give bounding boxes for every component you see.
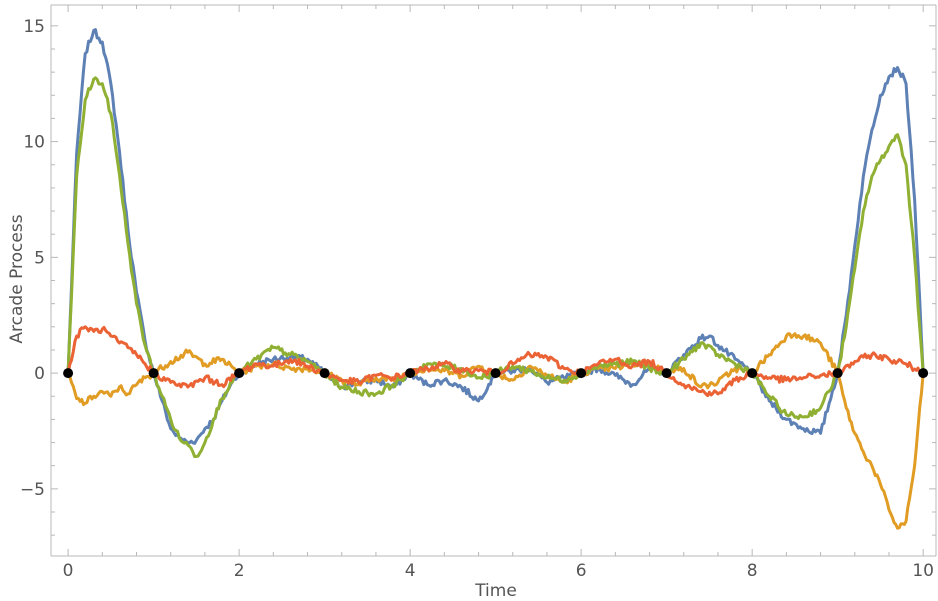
knot-point [576, 368, 587, 379]
x-tick-label: 2 [234, 561, 245, 581]
y-tick-label: 0 [34, 364, 45, 384]
axis-tick-labels: 0 2 4 6 8 10 −5 0 5 10 15 [20, 17, 934, 581]
knot-point [234, 368, 245, 379]
knot-point [661, 368, 672, 379]
knot-point [319, 368, 330, 379]
y-tick-label: 15 [23, 17, 45, 37]
x-tick-label: 6 [576, 561, 587, 581]
knot-point [918, 368, 929, 379]
knot-point [63, 368, 74, 379]
knot-points [63, 368, 929, 379]
x-tick-label: 10 [912, 561, 934, 581]
x-axis-label: Time [474, 581, 517, 601]
x-tick-label: 4 [405, 561, 416, 581]
knot-point [490, 368, 501, 379]
series-lines [66, 28, 925, 530]
knot-point [148, 368, 159, 379]
x-tick-label: 0 [63, 561, 74, 581]
y-tick-label: 5 [34, 248, 45, 268]
y-axis-label: Arcade Process [7, 214, 27, 343]
series-line-2 [66, 332, 925, 530]
knot-point [832, 368, 843, 379]
series-line-3 [66, 76, 925, 459]
x-tick-label: 8 [747, 561, 758, 581]
knot-point [747, 368, 758, 379]
y-tick-label: −5 [20, 480, 45, 500]
knot-point [405, 368, 416, 379]
axis-ticks [51, 5, 936, 556]
y-tick-label: 10 [23, 133, 45, 153]
plot-frame [50, 4, 937, 557]
